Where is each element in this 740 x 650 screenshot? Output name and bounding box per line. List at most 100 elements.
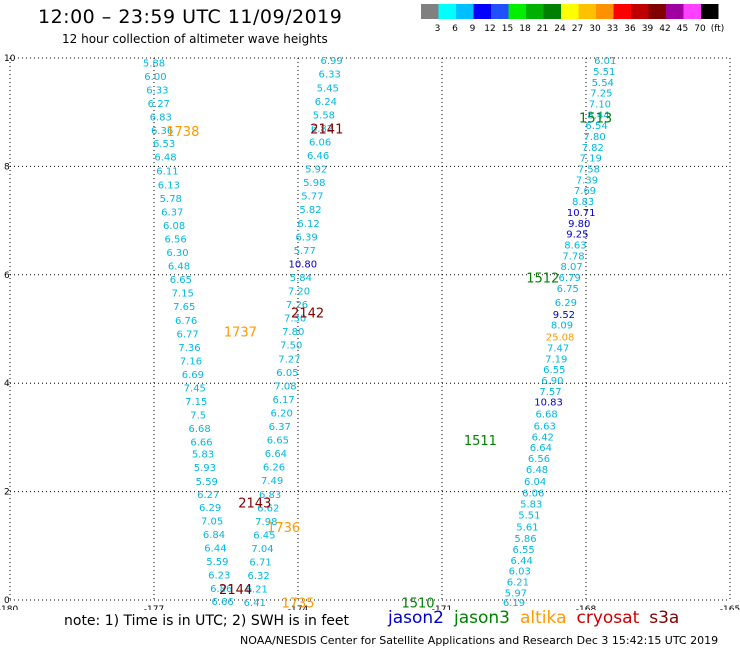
- wave-height-label: 5.61: [516, 522, 538, 533]
- wave-height-label: 9.25: [566, 230, 588, 241]
- wave-height-label: 5.82: [299, 205, 321, 216]
- wave-height-label: 6.45: [253, 530, 275, 541]
- wave-height-label: 9.80: [568, 219, 590, 230]
- wave-height-label: 6.05: [276, 368, 298, 379]
- wave-height-label: 7.20: [288, 287, 310, 298]
- wave-height-label: 5.51: [593, 67, 615, 78]
- wave-height-label: 6.55: [543, 365, 565, 376]
- wave-height-label: 7.47: [547, 343, 569, 354]
- wave-height-label: 5.59: [196, 477, 218, 488]
- colorbar-swatch: [648, 4, 666, 19]
- wave-height-label: 5.45: [317, 83, 339, 94]
- wave-height-label: 6.65: [267, 436, 289, 447]
- wave-height-label: 7.57: [539, 387, 561, 398]
- wave-height-label: 6.11: [156, 167, 178, 178]
- wave-height-label: 6.69: [182, 370, 204, 381]
- colorbar-label: 42: [659, 24, 670, 34]
- colorbar-swatch: [578, 4, 596, 19]
- wave-height-label: 6.17: [272, 395, 294, 406]
- wave-height-label: 6.29: [555, 298, 577, 309]
- wave-height-label: 6.64: [530, 443, 552, 454]
- colorbar-swatch: [631, 4, 649, 19]
- colorbar-label: 30: [589, 24, 601, 34]
- wave-height-label: 5.77: [301, 192, 323, 203]
- wave-height-label: 6.29: [199, 503, 221, 514]
- wave-height-label: 6.66: [212, 597, 234, 608]
- y-tick-label: 0: [4, 596, 10, 606]
- wave-height-label: 10.71: [567, 208, 596, 219]
- wave-height-label: 7.98: [255, 517, 277, 528]
- wave-height-label: 6.21: [507, 578, 529, 589]
- wave-height-label: 6.76: [175, 316, 197, 327]
- wave-height-label: 7.19: [580, 154, 602, 165]
- wave-height-label: 6.48: [526, 465, 548, 476]
- wave-height-label: 7.04: [251, 544, 273, 555]
- wave-height-label: 7.80: [282, 327, 304, 338]
- wave-height-label: 6.32: [248, 571, 270, 582]
- colorbar-label: 6: [452, 24, 458, 34]
- wave-height-label: 6.66: [190, 438, 212, 449]
- wave-height-label: 5.92: [305, 165, 327, 176]
- wave-height-label: 6.65: [170, 275, 192, 286]
- wave-height-label: 7.30: [284, 314, 306, 325]
- colorbar-label: 70: [694, 24, 706, 34]
- wave-height-label: 5.86: [514, 534, 536, 545]
- page-subtitle: 12 hour collection of altimeter wave hei…: [62, 32, 328, 46]
- wave-height-label: 7.69: [574, 186, 596, 197]
- wave-height-label: 6.12: [297, 219, 319, 230]
- wave-height-label: 6.30: [166, 248, 188, 259]
- wave-height-label: 7.65: [173, 302, 195, 313]
- colorbar-swatch: [456, 4, 474, 19]
- satellite-legend-item: s3a: [649, 608, 680, 628]
- wave-height-label: 7.36: [178, 343, 200, 354]
- wave-height-label: 6.33: [146, 85, 168, 96]
- colorbar-label: 18: [519, 24, 531, 34]
- wave-height-label: 5.97: [505, 588, 527, 599]
- wave-height-label: 6.23: [208, 571, 230, 582]
- wave-height-label: 6.41: [244, 598, 266, 609]
- wave-height-label: 7.49: [261, 476, 283, 487]
- wave-height-label: 6.77: [176, 329, 198, 340]
- wave-height-label: 6.19: [503, 598, 525, 609]
- wave-height-label: 6.04: [524, 477, 546, 488]
- colorbar-swatch: [508, 4, 526, 19]
- wave-height-label: 5.54: [592, 78, 614, 89]
- track-time-label: 2142: [291, 307, 324, 322]
- colorbar-label: (ft): [711, 24, 725, 34]
- wave-height-label: 6.54: [585, 121, 607, 132]
- satellite-legend-item: jason3: [454, 608, 510, 628]
- colorbar-label: 15: [502, 24, 513, 34]
- wave-height-label: 6.26: [263, 463, 285, 474]
- wave-height-label: 8.63: [564, 240, 586, 251]
- wave-height-label: 6.24: [315, 97, 337, 108]
- wave-height-label: 6.44: [511, 556, 533, 567]
- x-tick-label: -165: [720, 605, 740, 610]
- y-tick-label: 8: [4, 162, 10, 172]
- wave-height-label: 6.42: [532, 432, 554, 443]
- wave-height-label: 6.27: [197, 490, 219, 501]
- track-time-label: 1735: [281, 597, 314, 610]
- wave-height-map: -180 -177 -174 -171 -168 -165 0 2 4 6 8 10 5.88 6.00 6…: [0, 54, 740, 610]
- wave-height-label: 7.19: [545, 354, 567, 365]
- wave-height-label: 6.71: [249, 558, 271, 569]
- colorbar-swatch: [701, 4, 719, 19]
- colorbar-swatch: [421, 4, 439, 19]
- colorbar-swatch: [491, 4, 509, 19]
- wave-height-label: 6.44: [204, 543, 226, 554]
- wave-height-label: 5.83: [192, 450, 214, 461]
- wave-height-label: 5.78: [160, 194, 182, 205]
- satellite-legend-item: altika: [520, 608, 567, 628]
- wave-height-label: 7.05: [201, 516, 223, 527]
- colorbar-swatch: [613, 4, 631, 19]
- wave-height-label: 7.45: [184, 384, 206, 395]
- wave-height-label: 6.63: [534, 421, 556, 432]
- wave-height-label: 7.78: [562, 251, 584, 262]
- wave-height-label: 6.68: [536, 410, 558, 421]
- track-time-label: 2141: [310, 122, 343, 137]
- wave-height-label: 6.37: [161, 207, 183, 218]
- track-time-label: 1511: [464, 434, 497, 449]
- wave-height-label: 6.68: [188, 424, 210, 435]
- colorbar-label: 9: [470, 24, 476, 34]
- x-tick-label: -174: [288, 605, 309, 610]
- colorbar-swatch: [526, 4, 544, 19]
